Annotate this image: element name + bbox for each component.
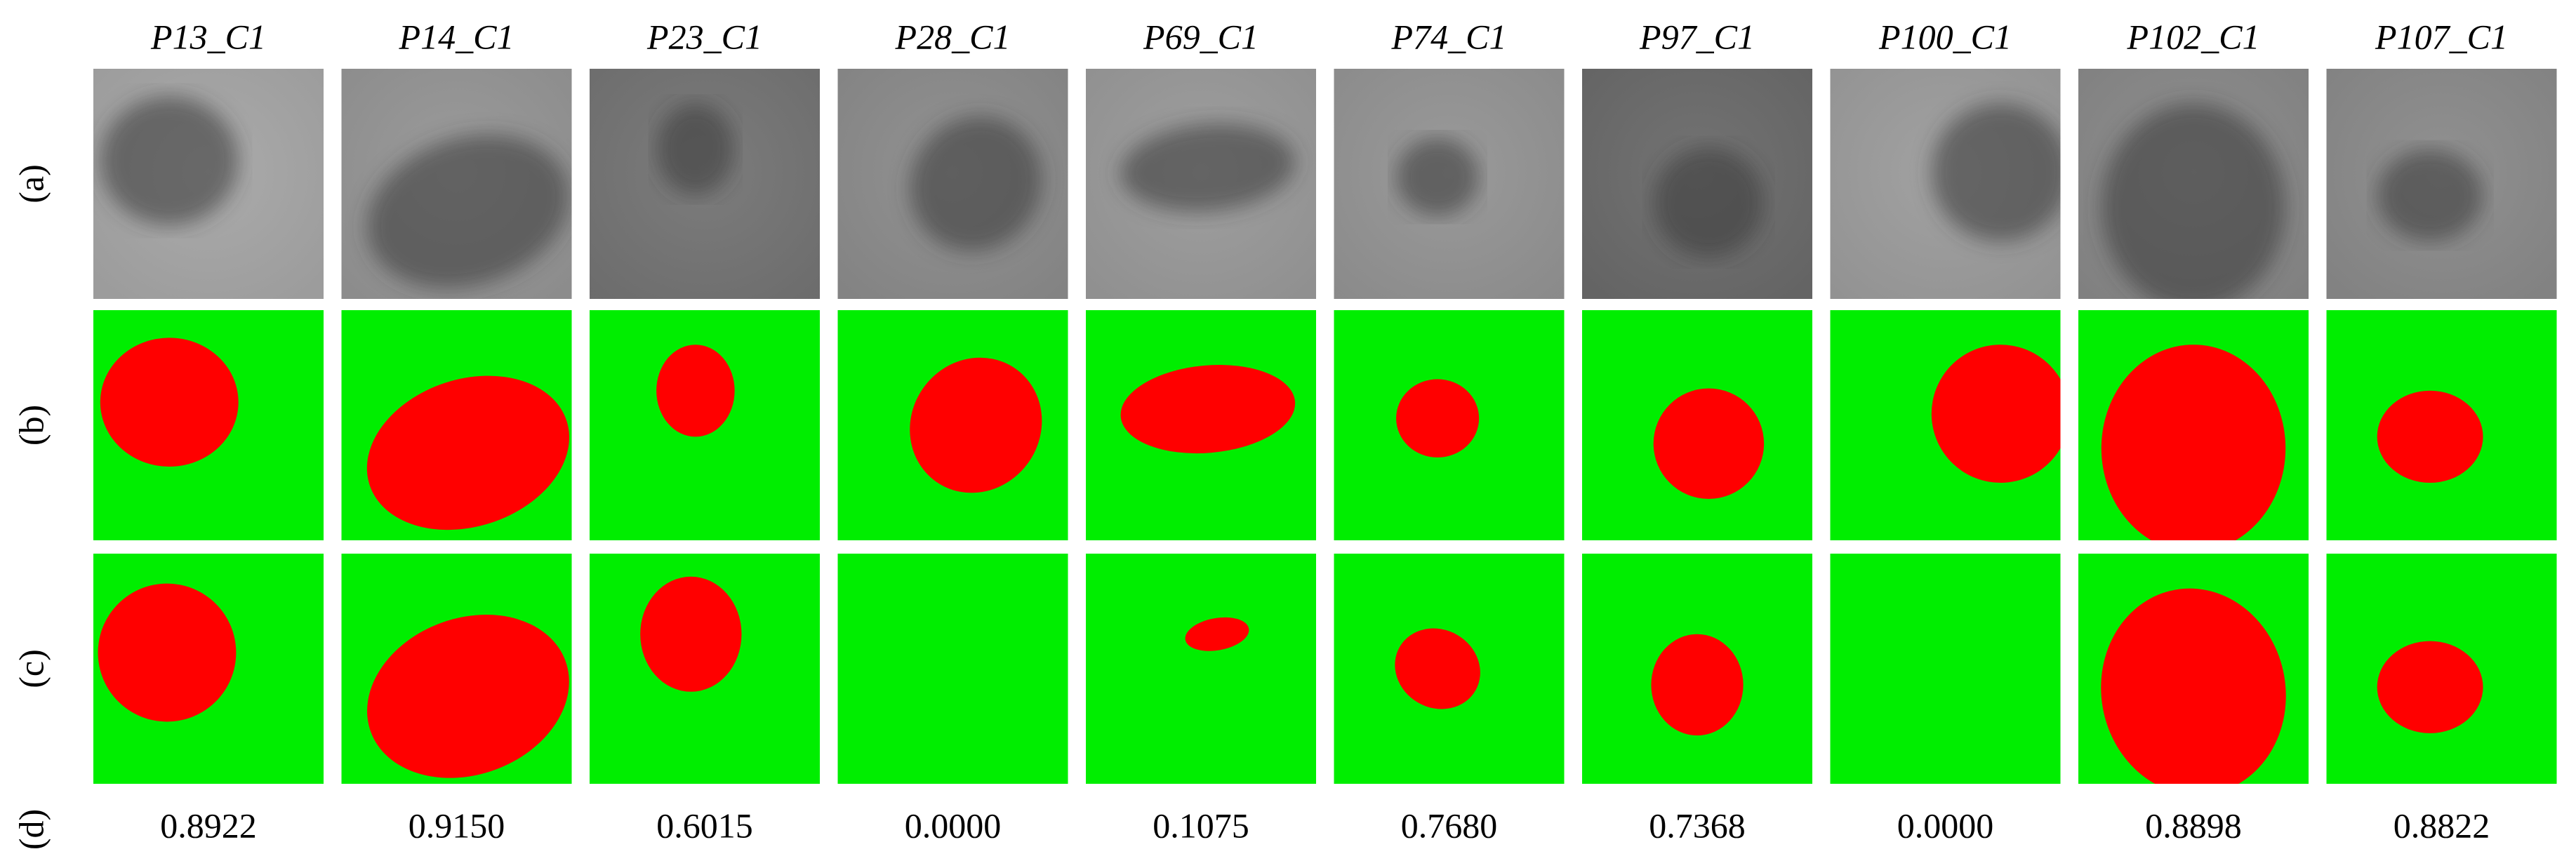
mask-region: [2377, 390, 2483, 483]
row-label: (a): [11, 164, 51, 203]
predicted-mask: [341, 554, 572, 784]
row-label: (c): [11, 649, 51, 688]
ground-truth-mask: [1334, 310, 1565, 540]
mask-region: [1120, 365, 1296, 454]
column-title: P69_C1: [1143, 17, 1259, 56]
row-label: (b): [11, 405, 51, 446]
mask-region: [2101, 588, 2286, 784]
column-title: P102_C1: [2127, 17, 2260, 56]
lesion: [366, 134, 569, 289]
lesion-spot: [1396, 138, 1480, 216]
row-label: (d): [11, 809, 51, 850]
ground-truth-mask: [1830, 310, 2061, 540]
dice-score: 0.0000: [905, 806, 1002, 845]
mask-background: [1830, 554, 2061, 784]
lesion: [1931, 103, 2061, 242]
lesion-image: [1334, 69, 1565, 299]
mask-region: [910, 357, 1042, 493]
lesion: [2101, 103, 2286, 299]
mask-region: [1185, 617, 1249, 651]
lesion-image: [341, 69, 572, 299]
column-title: P107_C1: [2375, 17, 2508, 56]
lesion-spot: [366, 134, 569, 289]
mask-region: [100, 338, 239, 467]
ground-truth-mask: [1086, 310, 1316, 540]
predicted-mask: [837, 554, 1068, 784]
predicted-mask: [1830, 554, 2061, 784]
predicted-mask: [93, 554, 324, 784]
ground-truth-mask: [341, 310, 572, 540]
ground-truth-mask: [1582, 310, 1812, 540]
column-title: P13_C1: [150, 17, 266, 56]
column-title: P23_C1: [646, 17, 762, 56]
lesion-image: [590, 69, 820, 299]
ground-truth-mask: [837, 310, 1068, 540]
lesion-spot: [1653, 147, 1765, 258]
mask-region: [367, 615, 569, 778]
mask-region: [640, 576, 742, 692]
predicted-mask: [1334, 554, 1565, 784]
dice-score: 0.1075: [1153, 806, 1249, 845]
lesion-image: [2078, 69, 2309, 299]
mask-background: [837, 554, 1068, 784]
mask-region: [2377, 641, 2483, 733]
mask-background: [1086, 554, 1316, 784]
dice-score: 0.8922: [160, 806, 257, 845]
lesion-image: [837, 69, 1068, 299]
lesion: [1396, 138, 1480, 216]
lesion-spot: [1120, 123, 1296, 213]
dice-score: 0.6015: [656, 806, 753, 845]
mask-region: [98, 583, 237, 722]
column-title: P74_C1: [1391, 17, 1507, 56]
mask-region: [1931, 345, 2061, 483]
lesion-spot: [2377, 149, 2483, 241]
lesion-spot: [2101, 103, 2286, 299]
lesion-spot: [1931, 103, 2061, 242]
mask-region: [1653, 388, 1765, 499]
column-title: P97_C1: [1639, 17, 1755, 56]
lesion: [2377, 149, 2483, 241]
lesion-image: [2326, 69, 2557, 299]
column-title: P14_C1: [399, 17, 514, 56]
ground-truth-mask: [2326, 310, 2557, 540]
ground-truth-mask: [590, 310, 820, 540]
mask-region: [366, 375, 569, 530]
dice-score: 0.8898: [2145, 806, 2242, 845]
dice-score: 0.8822: [2394, 806, 2490, 845]
lesion-spot: [100, 96, 239, 226]
column-title: P28_C1: [895, 17, 1011, 56]
lesion: [656, 103, 735, 196]
lesion-image: [93, 69, 324, 299]
dice-score: 0.7368: [1649, 806, 1746, 845]
mask-region: [656, 345, 735, 437]
mask-region: [1651, 634, 1744, 736]
lesion-image: [1830, 69, 2061, 299]
lesion: [100, 96, 239, 226]
dice-score: 0.7680: [1401, 806, 1498, 845]
predicted-mask: [2078, 554, 2309, 784]
predicted-mask: [590, 554, 820, 784]
lesion: [1120, 123, 1296, 213]
lesion-image: [1582, 69, 1812, 299]
ground-truth-mask: [2078, 310, 2309, 540]
mask-region: [1395, 628, 1480, 709]
predicted-mask: [1582, 554, 1812, 784]
lesion-spot: [656, 103, 735, 196]
dice-score: 0.9150: [409, 806, 505, 845]
predicted-mask: [2326, 554, 2557, 784]
lesion: [1653, 147, 1765, 258]
mask-region: [2101, 345, 2286, 540]
dice-score: 0.0000: [1897, 806, 1994, 845]
lesion-image: [1086, 69, 1316, 299]
ground-truth-mask: [93, 310, 324, 540]
lesion: [910, 116, 1042, 252]
column-title: P100_C1: [1878, 17, 2012, 56]
predicted-mask: [1086, 554, 1316, 784]
mask-region: [1396, 379, 1480, 458]
lesion-spot: [910, 116, 1042, 252]
